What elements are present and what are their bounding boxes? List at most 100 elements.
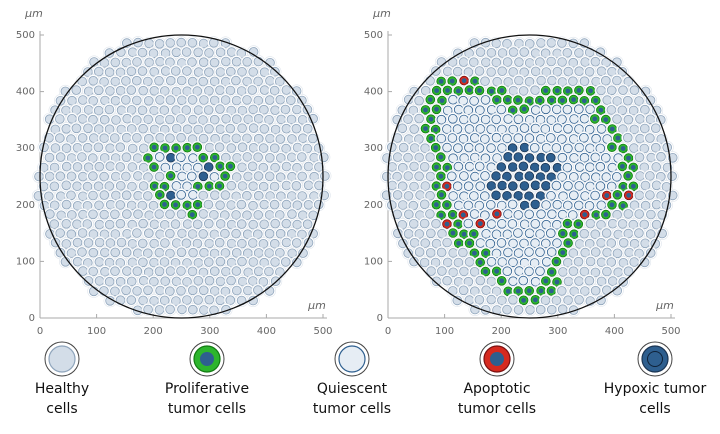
cell: [220, 190, 231, 200]
cell: [297, 191, 308, 201]
cell: [121, 190, 132, 201]
cell: [88, 114, 98, 125]
cell: [496, 162, 507, 172]
cell: [459, 266, 469, 277]
cell: [568, 248, 579, 258]
cell: [226, 275, 236, 286]
y-tick-label: 0: [29, 313, 35, 324]
cell-core: [499, 278, 505, 284]
cell: [220, 95, 231, 105]
legend-label: cells: [639, 401, 670, 417]
cell: [292, 104, 302, 115]
cell-core: [620, 146, 626, 151]
cell: [99, 114, 110, 125]
cell: [248, 219, 259, 230]
cell: [165, 133, 175, 144]
cell: [292, 219, 303, 230]
legend-label: tumor cells: [168, 401, 246, 417]
cell: [601, 172, 612, 182]
cell-core: [434, 88, 440, 93]
y-tick-label: 200: [364, 200, 383, 211]
cell-core: [609, 126, 615, 132]
cell: [110, 266, 120, 277]
cell: [286, 152, 297, 163]
x-tick-label: 100: [435, 326, 454, 337]
cell: [265, 133, 275, 144]
cell: [568, 266, 579, 277]
cell: [54, 114, 65, 124]
cell: [154, 171, 165, 182]
cell-core: [151, 144, 157, 150]
cell: [127, 47, 138, 57]
cell-core: [460, 212, 466, 218]
cell: [513, 210, 524, 220]
cell: [419, 257, 430, 268]
cell: [502, 133, 512, 144]
cell: [88, 209, 98, 220]
cell-core: [162, 184, 167, 190]
cell: [624, 247, 634, 258]
cell: [93, 105, 104, 116]
cell-core: [527, 98, 532, 104]
cell: [437, 266, 447, 276]
cell-core: [560, 250, 566, 256]
cell: [155, 115, 165, 125]
cell: [248, 238, 258, 248]
cell: [475, 275, 486, 286]
cell: [574, 181, 584, 191]
cell: [133, 190, 143, 201]
cell: [507, 162, 518, 172]
cell: [403, 209, 414, 220]
cell-core: [450, 230, 456, 236]
cell: [574, 142, 585, 153]
cell: [133, 37, 143, 48]
cell-core: [445, 88, 450, 93]
cell: [524, 209, 534, 220]
legend-icon-core: [200, 352, 214, 366]
cell: [154, 266, 165, 277]
cell: [231, 95, 242, 106]
cell: [210, 190, 220, 201]
cell: [182, 295, 192, 305]
cell: [126, 276, 137, 287]
cell: [104, 67, 115, 77]
cell: [155, 56, 165, 67]
cell-core: [162, 202, 167, 207]
cell-core: [433, 145, 439, 151]
cell: [475, 47, 486, 57]
cell: [66, 134, 76, 144]
cell: [469, 209, 480, 219]
cell: [491, 57, 502, 68]
cell: [286, 114, 297, 125]
cell: [281, 161, 292, 172]
cell: [486, 67, 497, 77]
cell: [137, 66, 148, 76]
cell: [137, 105, 148, 116]
cell: [270, 105, 280, 115]
cell: [259, 85, 270, 95]
domain-boundary: [39, 34, 324, 319]
cell: [629, 257, 639, 267]
cell: [171, 123, 182, 134]
cell: [143, 248, 153, 259]
cell: [264, 248, 275, 258]
cell: [110, 286, 120, 297]
cell: [188, 247, 198, 258]
cell: [176, 190, 187, 200]
cell: [253, 266, 264, 277]
cell: [165, 248, 175, 259]
cell: [557, 304, 568, 315]
cell: [187, 95, 198, 105]
cell: [104, 48, 115, 58]
cell: [486, 105, 497, 115]
cell-core: [184, 202, 190, 208]
cell-core: [444, 202, 450, 208]
cell: [132, 266, 143, 277]
y-tick-label: 100: [364, 256, 383, 267]
cell: [177, 304, 187, 315]
cell: [204, 294, 215, 305]
cell: [248, 123, 259, 133]
cell: [497, 219, 507, 229]
cell: [546, 56, 556, 67]
cell: [464, 161, 475, 172]
